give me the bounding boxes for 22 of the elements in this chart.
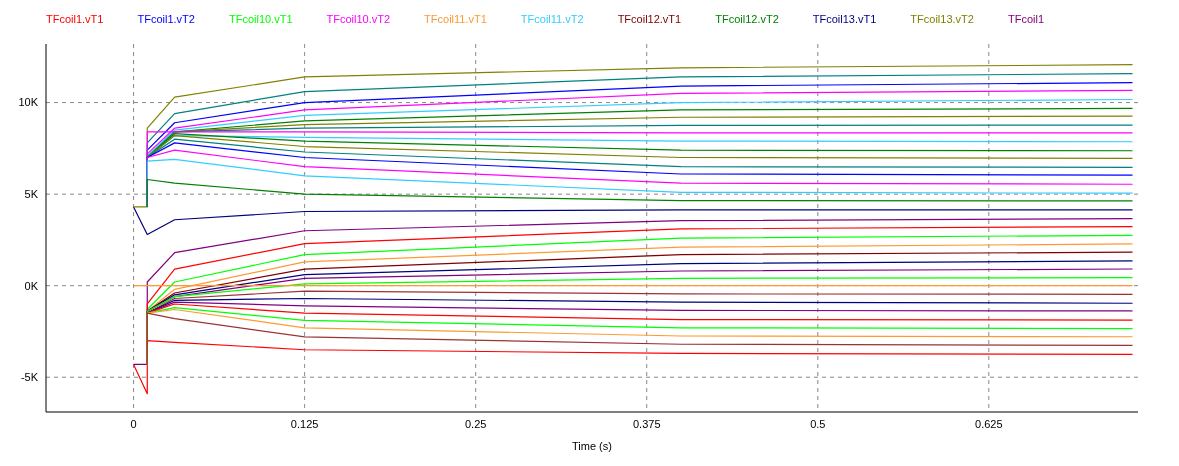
y-tick-label: -5K — [20, 371, 39, 384]
text: TFcoil1.vT2 — [137, 13, 195, 25]
text: TFcoil11.vT1 — [424, 13, 487, 25]
y-tick-label: 5K — [24, 188, 39, 201]
x-tick-label: 0.5 — [810, 417, 826, 430]
text: TFcoil10.vT2 — [326, 13, 391, 25]
x-tick-label: 0.25 — [464, 417, 487, 430]
text: TFcoil1.vT1 — [46, 13, 104, 25]
text: TFcoil10.vT1 — [228, 13, 293, 25]
x-tick-label: 0.125 — [290, 417, 319, 430]
text: TFcoil11.vT2 — [520, 13, 584, 25]
x-tick-label: 0 — [130, 417, 137, 430]
x-axis-title: Time (s) — [572, 440, 612, 452]
text: TFcoil1 — [1007, 13, 1044, 25]
text: TFcoil12.vT2 — [715, 13, 779, 25]
text: TFcoil13.vT2 — [910, 13, 974, 25]
y-tick-label: 0K — [24, 279, 39, 292]
text: TFcoil12.vT1 — [617, 13, 682, 25]
y-tick-label: 10K — [18, 96, 39, 109]
x-tick-label: 0.375 — [632, 417, 661, 430]
x-tick-label: 0.625 — [975, 417, 1003, 430]
text: TFcoil13.vT1 — [812, 13, 877, 25]
